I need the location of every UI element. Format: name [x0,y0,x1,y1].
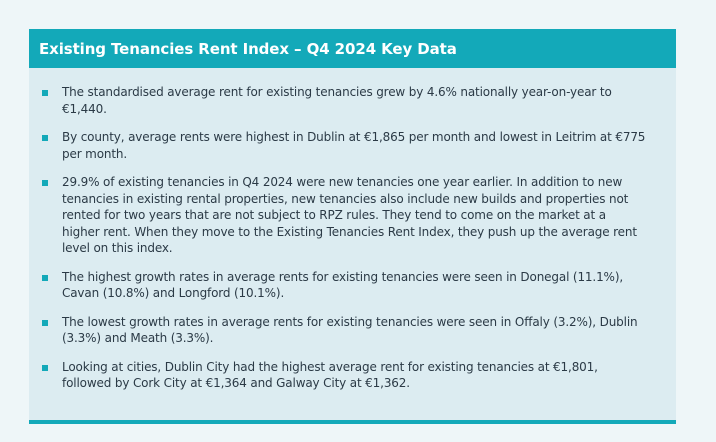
bullet-square-icon [42,319,48,326]
panel-title: Existing Tenancies Rent Index – Q4 2024 … [39,39,457,58]
list-item-text: The highest growth rates in average rent… [62,269,624,301]
bullet-square-icon [42,180,48,186]
list-item: The lowest growth rates in average rents… [42,314,646,347]
list-item: The highest growth rates in average rent… [42,269,646,302]
list-item: By county, average rents were highest in… [42,129,646,162]
bullet-square-icon [42,90,48,96]
bullet-square-icon [42,274,48,281]
list-item-text: Looking at cities, Dublin City had the h… [62,359,598,391]
key-data-list: The standardised average rent for existi… [29,68,676,392]
panel-header: Existing Tenancies Rent Index – Q4 2024 … [29,29,676,68]
list-item: 29.9% of existing tenancies in Q4 2024 w… [42,174,646,257]
list-item-text: 29.9% of existing tenancies in Q4 2024 w… [62,175,637,255]
list-item: The standardised average rent for existi… [42,84,646,117]
key-data-panel: Existing Tenancies Rent Index – Q4 2024 … [29,29,676,424]
list-item-text: By county, average rents were highest in… [62,130,646,161]
list-item-text: The lowest growth rates in average rents… [62,314,638,346]
bullet-square-icon [42,364,48,371]
list-item: Looking at cities, Dublin City had the h… [42,359,646,392]
bullet-square-icon [42,135,48,141]
list-item-text: The standardised average rent for existi… [62,85,612,116]
